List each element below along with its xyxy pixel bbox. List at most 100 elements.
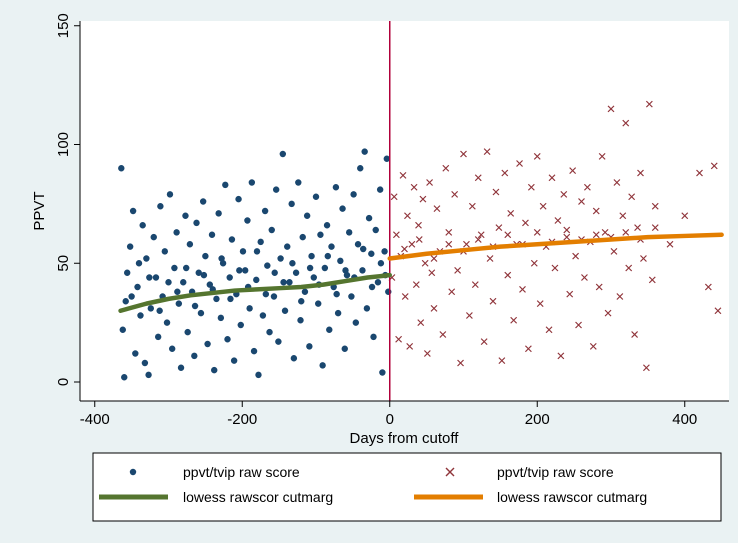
data-point-stroke <box>430 255 438 262</box>
data-point <box>202 252 209 260</box>
data-point <box>504 231 512 239</box>
x-tick-label: -200 <box>227 411 257 428</box>
data-point <box>360 245 367 253</box>
data-point <box>135 260 143 267</box>
data-point <box>581 274 588 281</box>
data-point <box>308 252 315 260</box>
data-point-stroke <box>604 309 612 317</box>
data-point <box>439 331 447 338</box>
data-point <box>377 260 385 267</box>
data-point <box>284 243 291 250</box>
data-point-stroke <box>592 231 600 239</box>
data-point <box>412 281 420 289</box>
data-point <box>299 233 306 241</box>
data-point <box>533 228 541 236</box>
data-point <box>604 309 612 317</box>
data-point <box>337 257 344 265</box>
data-point-stroke <box>406 342 414 350</box>
data-point-stroke <box>471 281 479 289</box>
data-point-stroke <box>589 342 597 350</box>
data-point <box>419 195 427 203</box>
data-point <box>442 164 450 172</box>
data-point <box>548 174 556 182</box>
data-point <box>143 255 150 262</box>
data-point <box>315 300 322 307</box>
data-point-stroke <box>539 202 547 210</box>
data-point <box>392 231 400 239</box>
data-point <box>530 259 538 267</box>
data-point <box>390 193 398 201</box>
data-point <box>648 276 656 284</box>
data-point-stroke <box>666 240 674 248</box>
data-point-stroke <box>415 236 423 243</box>
data-point <box>430 255 438 262</box>
data-point-stroke <box>504 231 512 239</box>
data-point <box>226 274 233 281</box>
data-point <box>250 347 258 355</box>
data-point-stroke <box>554 217 562 224</box>
data-point <box>271 269 278 276</box>
data-point <box>363 305 371 312</box>
data-point <box>598 152 606 160</box>
data-point <box>163 319 171 326</box>
data-point <box>495 224 503 232</box>
data-point <box>471 281 479 289</box>
data-point <box>681 212 689 220</box>
data-point <box>430 304 438 312</box>
data-point-stroke <box>522 219 529 227</box>
data-point-stroke <box>598 152 606 160</box>
data-point-stroke <box>454 266 462 274</box>
data-point <box>244 217 251 224</box>
data-point <box>182 212 189 219</box>
data-point-stroke <box>704 283 712 291</box>
data-point <box>235 195 242 203</box>
data-point-stroke <box>710 162 718 170</box>
data-point <box>134 283 141 291</box>
data-point <box>651 202 659 210</box>
data-point <box>404 212 411 220</box>
data-point <box>150 233 157 241</box>
data-point <box>480 338 488 346</box>
data-point <box>613 179 621 186</box>
data-point <box>228 236 236 243</box>
data-point <box>625 264 633 272</box>
data-point <box>448 288 456 296</box>
data-point-stroke <box>445 240 453 248</box>
data-point <box>253 276 260 284</box>
data-point <box>381 248 388 255</box>
data-point-stroke <box>392 231 400 239</box>
data-point <box>246 305 253 312</box>
legend: ppvt/tvip raw score ppvt/tvip raw score … <box>92 452 722 522</box>
data-point <box>166 191 174 198</box>
data-point-stroke <box>492 188 500 196</box>
data-point <box>175 300 183 307</box>
data-point-stroke <box>527 183 535 191</box>
data-point-stroke <box>566 290 574 298</box>
data-point <box>474 174 482 182</box>
data-point-stroke <box>419 195 427 203</box>
data-point-stroke <box>404 212 411 220</box>
data-point-stroke <box>463 240 470 248</box>
data-point <box>350 191 357 198</box>
data-point <box>516 160 523 167</box>
data-point <box>281 307 289 314</box>
data-point <box>139 222 146 229</box>
data-point <box>208 231 216 238</box>
data-point <box>566 290 574 298</box>
data-point-stroke <box>578 198 585 205</box>
data-point <box>200 271 208 279</box>
data-point-stroke <box>465 312 473 319</box>
data-point-stroke <box>395 335 403 343</box>
lowess-line-3 <box>387 232 724 261</box>
data-point <box>168 345 176 352</box>
data-point-stroke <box>595 283 603 291</box>
data-point <box>522 219 529 227</box>
data-point-stroke <box>651 202 659 210</box>
data-point <box>666 240 674 248</box>
data-point-stroke <box>625 264 633 272</box>
data-point <box>354 241 362 248</box>
chart-axes: -400 -200 0 200 400 0 50 100 150 <box>55 13 729 428</box>
data-point <box>272 186 280 193</box>
data-point-stroke <box>601 228 609 236</box>
data-point <box>126 243 134 250</box>
